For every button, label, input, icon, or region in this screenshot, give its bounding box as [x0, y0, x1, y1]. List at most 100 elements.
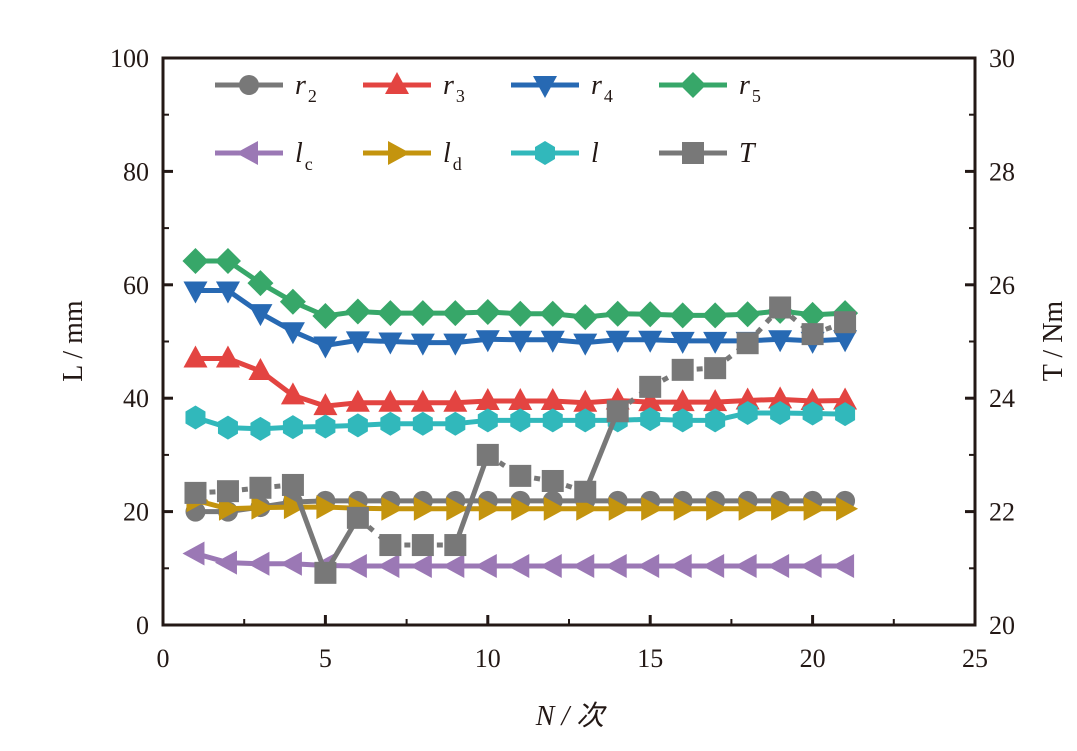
data-point: [409, 300, 436, 327]
data-point: [575, 408, 596, 433]
y2-tick-label: 30: [989, 44, 1015, 73]
data-point: [216, 480, 239, 503]
data-point: [475, 388, 500, 411]
legend-label: l: [591, 138, 599, 169]
data-point: [313, 393, 338, 416]
data-point: [412, 411, 433, 436]
data-point: [608, 496, 631, 521]
series-segment: [290, 484, 328, 574]
data-point: [445, 411, 466, 436]
data-point: [217, 415, 238, 440]
data-point: [380, 411, 401, 436]
data-point: [767, 554, 790, 579]
y2-tick-label: 22: [989, 498, 1015, 527]
data-point: [706, 496, 729, 521]
data-point: [378, 389, 403, 412]
data-point: [703, 389, 728, 412]
data-point: [184, 481, 207, 504]
data-point: [442, 300, 469, 327]
y2-tick-label: 28: [989, 157, 1015, 186]
data-point: [315, 414, 336, 439]
data-point: [539, 554, 562, 579]
data-point: [446, 496, 469, 521]
data-point: [182, 247, 209, 274]
data-point: [769, 296, 792, 319]
x-tick-label: 0: [157, 644, 170, 673]
series-r5: [182, 247, 859, 331]
legend-label: T: [739, 138, 757, 169]
data-point: [637, 301, 664, 328]
data-point: [673, 496, 696, 521]
data-point: [183, 345, 208, 368]
data-point: [734, 554, 757, 579]
x-tick-label: 20: [800, 644, 826, 673]
data-point: [476, 443, 499, 466]
data-point: [835, 402, 856, 427]
x-tick-label: 10: [475, 644, 501, 673]
data-point: [802, 401, 823, 426]
data-point: [669, 554, 692, 579]
data-point: [379, 534, 402, 557]
data-point: [832, 554, 855, 579]
x-tick-label: 25: [962, 644, 988, 673]
data-point: [670, 389, 695, 412]
data-point: [478, 496, 501, 521]
data-point: [314, 561, 337, 584]
data-point: [834, 311, 857, 334]
data-point: [509, 464, 532, 487]
data-point: [638, 330, 663, 353]
data-point: [344, 298, 371, 325]
data-point: [768, 330, 793, 353]
x-axis-label: N / 次: [535, 701, 607, 732]
data-point: [510, 408, 531, 433]
y-tick-label: 20: [123, 498, 149, 527]
data-point: [669, 302, 696, 329]
data-point: [378, 332, 403, 355]
x-tick-label: 15: [637, 644, 663, 673]
data-point: [770, 400, 791, 425]
data-point: [410, 389, 435, 412]
data-point: [410, 333, 435, 356]
y2-tick-label: 24: [989, 384, 1015, 413]
data-point: [280, 382, 305, 405]
data-point: [535, 141, 555, 165]
legend-subscript: d: [453, 154, 462, 174]
y2-tick-label: 26: [989, 271, 1015, 300]
data-point: [444, 534, 467, 557]
data-point: [477, 408, 498, 433]
x-tick-label: 5: [319, 644, 332, 673]
data-point: [215, 345, 240, 368]
data-point: [572, 304, 599, 331]
data-point: [507, 554, 530, 579]
y-tick-label: 80: [123, 157, 149, 186]
data-point: [738, 496, 761, 521]
data-point: [735, 387, 760, 410]
data-point: [281, 473, 304, 496]
data-point: [604, 554, 627, 579]
data-point: [347, 413, 368, 438]
data-point: [251, 495, 274, 520]
data-point: [377, 554, 400, 579]
data-point: [249, 476, 272, 499]
data-point: [214, 550, 237, 575]
data-point: [736, 332, 759, 355]
data-point: [572, 554, 595, 579]
data-point: [737, 400, 758, 425]
data-point: [508, 388, 533, 411]
data-point: [218, 496, 241, 521]
legend-subscript: 3: [456, 86, 465, 106]
data-point: [377, 300, 404, 327]
data-point: [734, 301, 761, 328]
data-point: [800, 388, 825, 411]
y-tick-label: 100: [110, 44, 149, 73]
data-point: [247, 270, 274, 297]
data-point: [183, 281, 208, 304]
series-T: [184, 296, 857, 584]
data-point: [606, 400, 629, 423]
